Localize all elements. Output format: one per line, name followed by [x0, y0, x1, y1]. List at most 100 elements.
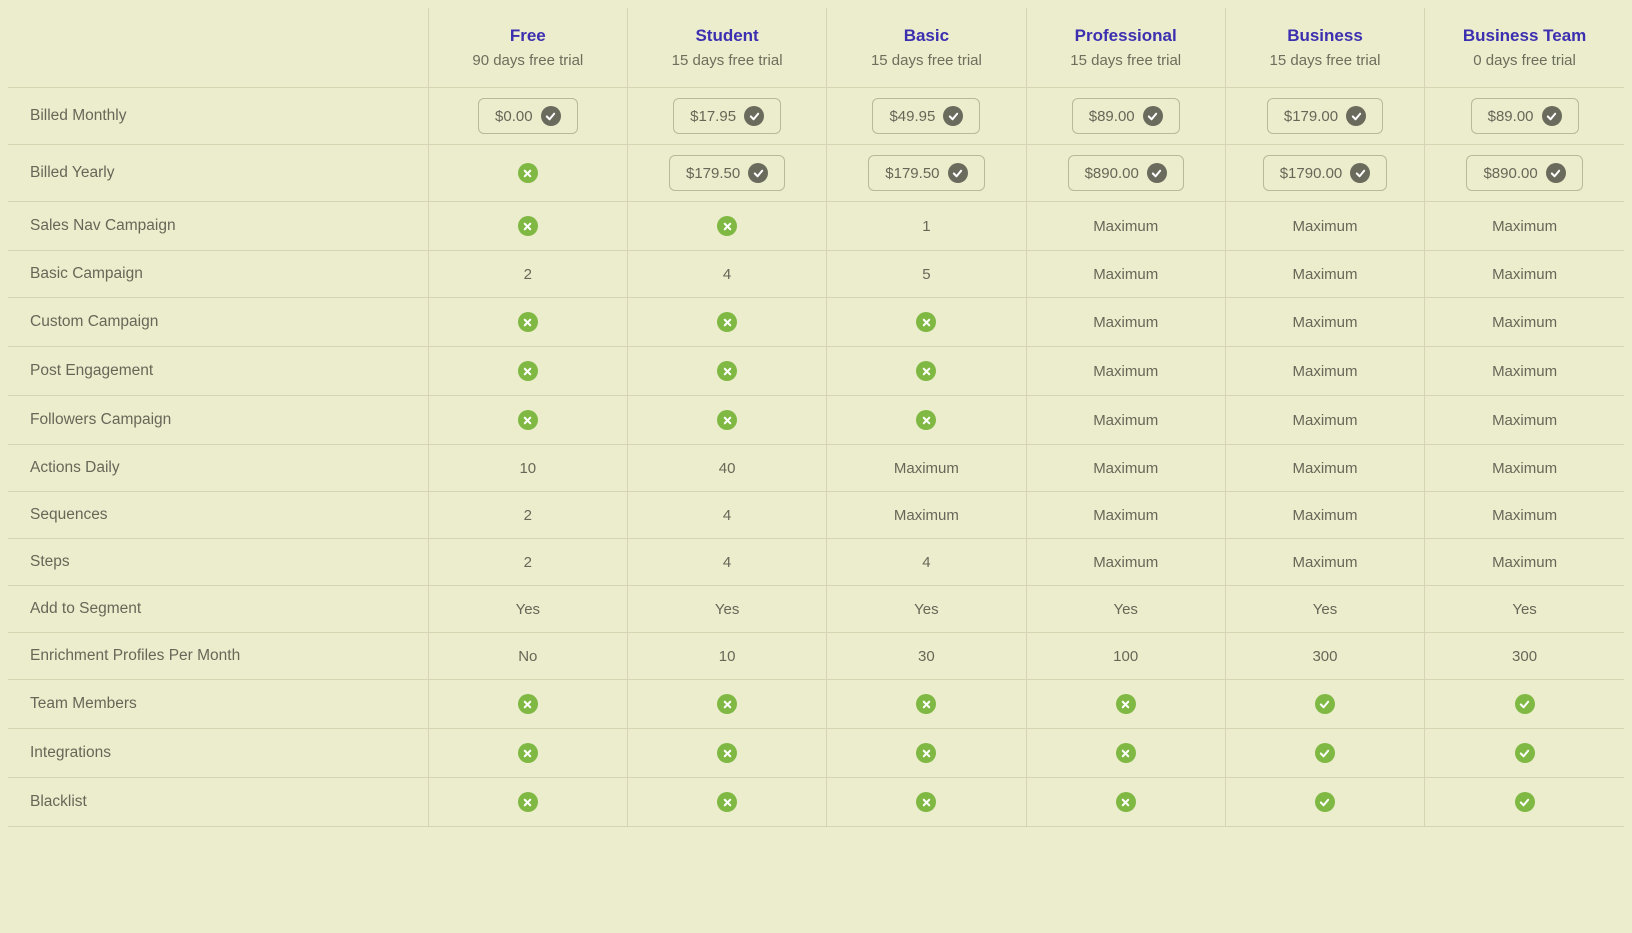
cross-icon	[717, 216, 737, 236]
feature-cell: $179.50	[627, 145, 826, 202]
feature-cell	[627, 729, 826, 778]
cross-icon	[717, 361, 737, 381]
feature-row: Add to SegmentYesYesYesYesYesYes	[8, 586, 1624, 633]
price-button[interactable]: $17.95	[673, 98, 781, 134]
feature-cell: 1	[827, 202, 1026, 251]
cross-icon	[717, 312, 737, 332]
cross-icon	[518, 312, 538, 332]
price-button[interactable]: $49.95	[872, 98, 980, 134]
cell-text: Maximum	[1492, 363, 1557, 380]
cell-text: Maximum	[1093, 554, 1158, 571]
feature-label: Followers Campaign	[8, 396, 428, 445]
feature-cell: $890.00	[1026, 145, 1225, 202]
feature-cell	[1425, 729, 1624, 778]
feature-cell: 40	[627, 445, 826, 492]
price-button[interactable]: $0.00	[478, 98, 578, 134]
check-icon	[748, 163, 768, 183]
feature-row: Custom CampaignMaximumMaximumMaximum	[8, 298, 1624, 347]
feature-row: Billed Yearly$179.50$179.50$890.00$1790.…	[8, 145, 1624, 202]
feature-cell	[1225, 778, 1424, 827]
cell-text: Yes	[914, 601, 938, 618]
cross-icon	[518, 361, 538, 381]
check-icon	[1350, 163, 1370, 183]
cell-text: 2	[524, 507, 532, 524]
price-button[interactable]: $179.50	[868, 155, 984, 191]
feature-cell: Maximum	[1225, 298, 1424, 347]
feature-label: Team Members	[8, 680, 428, 729]
cell-text: 1	[922, 218, 930, 235]
cell-text: Maximum	[1292, 507, 1357, 524]
feature-label: Enrichment Profiles Per Month	[8, 633, 428, 680]
feature-cell: 4	[627, 492, 826, 539]
feature-cell: $179.50	[827, 145, 1026, 202]
feature-cell: Yes	[1225, 586, 1424, 633]
feature-cell: $17.95	[627, 88, 826, 145]
feature-row: Basic Campaign245MaximumMaximumMaximum	[8, 251, 1624, 298]
feature-cell	[428, 298, 627, 347]
feature-cell	[827, 680, 1026, 729]
feature-cell: Maximum	[1225, 251, 1424, 298]
check-icon	[1542, 106, 1562, 126]
feature-cell: 300	[1425, 633, 1624, 680]
price-button[interactable]: $179.50	[669, 155, 785, 191]
feature-row: Blacklist	[8, 778, 1624, 827]
plan-name: Basic	[837, 26, 1015, 46]
feature-cell	[827, 298, 1026, 347]
cross-icon	[916, 792, 936, 812]
feature-cell: No	[428, 633, 627, 680]
plan-name: Student	[638, 26, 816, 46]
cell-text: 100	[1113, 648, 1138, 665]
feature-row: Sales Nav Campaign1MaximumMaximumMaximum	[8, 202, 1624, 251]
cross-icon	[717, 410, 737, 430]
plan-trial: 15 days free trial	[1037, 52, 1215, 69]
cell-text: Maximum	[1093, 218, 1158, 235]
price-button[interactable]: $89.00	[1471, 98, 1579, 134]
feature-cell: Yes	[627, 586, 826, 633]
price-button[interactable]: $890.00	[1068, 155, 1184, 191]
price-button[interactable]: $179.00	[1267, 98, 1383, 134]
cell-text: Yes	[1113, 601, 1137, 618]
feature-label: Post Engagement	[8, 347, 428, 396]
feature-label: Steps	[8, 539, 428, 586]
pricing-table-head: Free90 days free trial Student 15 days fre…	[8, 8, 1624, 88]
plan-header: Basic15 days free trial	[827, 8, 1026, 88]
cell-text: Maximum	[894, 507, 959, 524]
feature-cell: $179.00	[1225, 88, 1424, 145]
cell-text: Maximum	[1292, 314, 1357, 331]
check-icon	[1515, 694, 1535, 714]
feature-cell: Maximum	[1225, 396, 1424, 445]
cross-icon	[916, 410, 936, 430]
feature-cell: Maximum	[1026, 347, 1225, 396]
feature-row: Actions Daily1040MaximumMaximumMaximumMa…	[8, 445, 1624, 492]
feature-cell	[428, 778, 627, 827]
feature-cell	[428, 347, 627, 396]
feature-row: Steps244MaximumMaximumMaximum	[8, 539, 1624, 586]
feature-cell	[1026, 729, 1225, 778]
cell-text: Maximum	[1093, 507, 1158, 524]
price-button[interactable]: $89.00	[1072, 98, 1180, 134]
feature-cell: Maximum	[1225, 445, 1424, 492]
price-button[interactable]: $1790.00	[1263, 155, 1388, 191]
plan-header: Free90 days free trial	[428, 8, 627, 88]
feature-cell: Maximum	[1425, 396, 1624, 445]
feature-cell: Maximum	[1225, 492, 1424, 539]
cell-text: Maximum	[1492, 460, 1557, 477]
feature-cell: 2	[428, 539, 627, 586]
pricing-table: Free90 days free trial Student 15 days fre…	[8, 8, 1624, 827]
feature-cell: Maximum	[827, 445, 1026, 492]
cross-icon	[916, 694, 936, 714]
check-icon	[1315, 792, 1335, 812]
feature-cell	[827, 396, 1026, 445]
feature-label: Sequences	[8, 492, 428, 539]
cross-icon	[916, 743, 936, 763]
cross-icon	[717, 743, 737, 763]
price-value: $179.50	[885, 165, 939, 182]
price-button[interactable]: $890.00	[1466, 155, 1582, 191]
feature-cell: Maximum	[1425, 251, 1624, 298]
cross-icon	[1116, 792, 1136, 812]
cross-icon	[518, 410, 538, 430]
cell-text: Maximum	[1093, 460, 1158, 477]
feature-cell: Maximum	[1425, 539, 1624, 586]
feature-cell	[1425, 680, 1624, 729]
cell-text: Maximum	[1093, 363, 1158, 380]
